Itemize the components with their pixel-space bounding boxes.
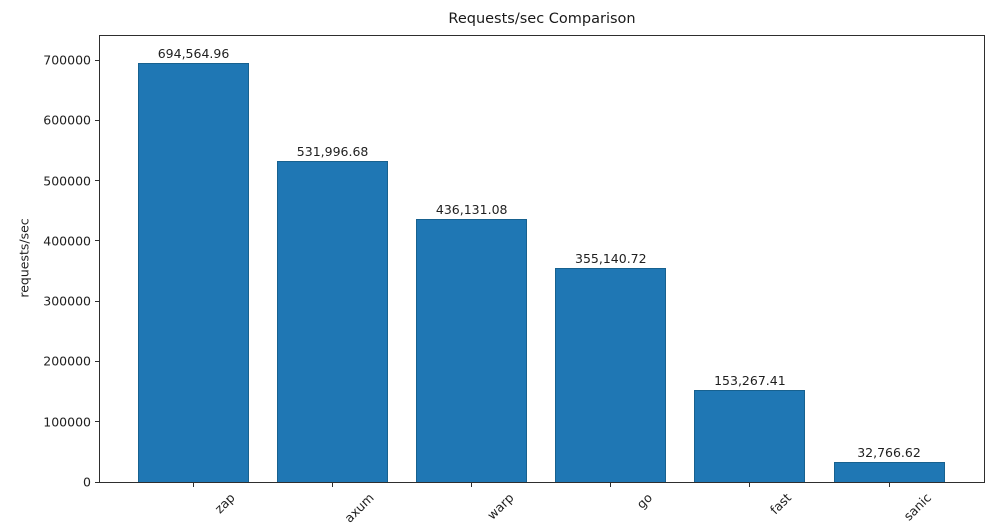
bar-fast	[694, 389, 806, 482]
y-tick-mark	[95, 360, 100, 362]
y-tick-label: 0	[83, 474, 91, 490]
y-tick-mark	[95, 421, 100, 423]
bar-axum	[277, 161, 389, 482]
x-tick-label: warp	[483, 490, 517, 523]
y-tick-mark	[95, 481, 100, 483]
y-tick-label: 100000	[43, 414, 91, 430]
y-tick-mark	[95, 119, 100, 121]
bar-value-label: 436,131.08	[435, 202, 508, 218]
y-tick-label: 700000	[43, 52, 91, 68]
bar-value-label: 531,996.68	[296, 144, 369, 160]
bar-value-label: 153,267.41	[714, 372, 786, 388]
bar-value-label: 32,766.62	[857, 445, 921, 461]
y-tick-label: 400000	[43, 233, 91, 249]
bar-go	[555, 267, 667, 482]
x-tick-mark	[610, 482, 612, 487]
x-tick-label: axum	[341, 490, 378, 525]
x-tick-label: fast	[767, 490, 795, 518]
x-tick-mark	[193, 482, 194, 487]
x-tick-mark	[332, 482, 334, 487]
y-tick-label: 200000	[43, 353, 91, 369]
y-tick-mark	[95, 180, 100, 182]
y-tick-label: 500000	[43, 173, 91, 189]
y-tick-mark	[95, 240, 100, 242]
x-tick-mark	[471, 482, 473, 487]
x-tick-mark	[749, 482, 751, 487]
y-tick-label: 300000	[43, 293, 91, 309]
y-tick-mark	[95, 59, 100, 61]
x-tick-label: go	[633, 490, 656, 512]
y-tick-label: 600000	[43, 112, 91, 128]
bar-sanic	[833, 462, 945, 482]
x-tick-label: zap	[211, 490, 239, 517]
x-tick-mark	[888, 482, 890, 487]
y-axis-label: requests/sec	[16, 218, 32, 298]
plot-area: 0 100000 200000 300000 400000 500000 600000 700…	[43, 35, 985, 525]
y-tick-mark	[95, 300, 100, 302]
x-tick-label: sanic	[900, 490, 934, 524]
bar-warp	[416, 219, 528, 482]
bar-value-label: 694,564.96	[157, 46, 230, 62]
bar-value-label: 355,140.72	[575, 250, 647, 266]
bar-zap	[138, 63, 249, 482]
chart-title: Requests/sec Comparison	[448, 11, 636, 27]
bar-chart-figure: Requests/sec Comparison requests/sec 0 10…	[16, 11, 985, 525]
